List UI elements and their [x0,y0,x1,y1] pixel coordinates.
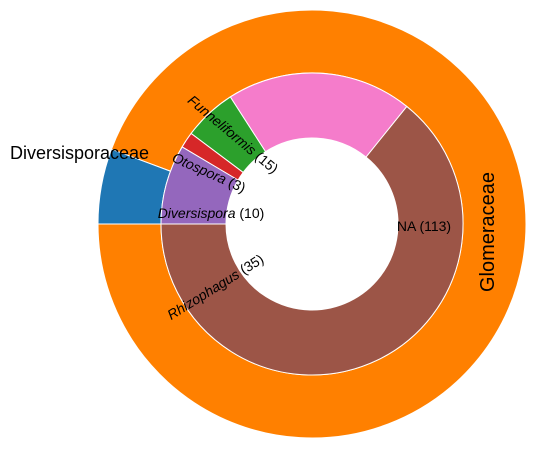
inner-slice-funneliformis [160,146,239,225]
inner-slice-rhizophagus [229,72,408,158]
label-na-count: (113) [419,218,451,234]
label-funneliformis-count: (15) [252,148,281,176]
inner-ring [160,72,464,376]
label-otospora-count: (3) [226,174,248,196]
label-diversispora-genus: Diversispora [158,205,236,221]
label-na: NA (113) [397,218,451,234]
label-diversispora: Diversispora (10) [158,205,265,221]
label-diversisporaceae: Diversisporaceae [10,143,149,163]
label-na-genus: NA [397,218,417,234]
inner-slice-na [160,105,464,376]
label-glomeraceae: Glomeraceae [477,172,499,292]
label-diversispora-count: (10) [239,205,264,221]
label-rhizophagus-count: (35) [237,251,267,278]
